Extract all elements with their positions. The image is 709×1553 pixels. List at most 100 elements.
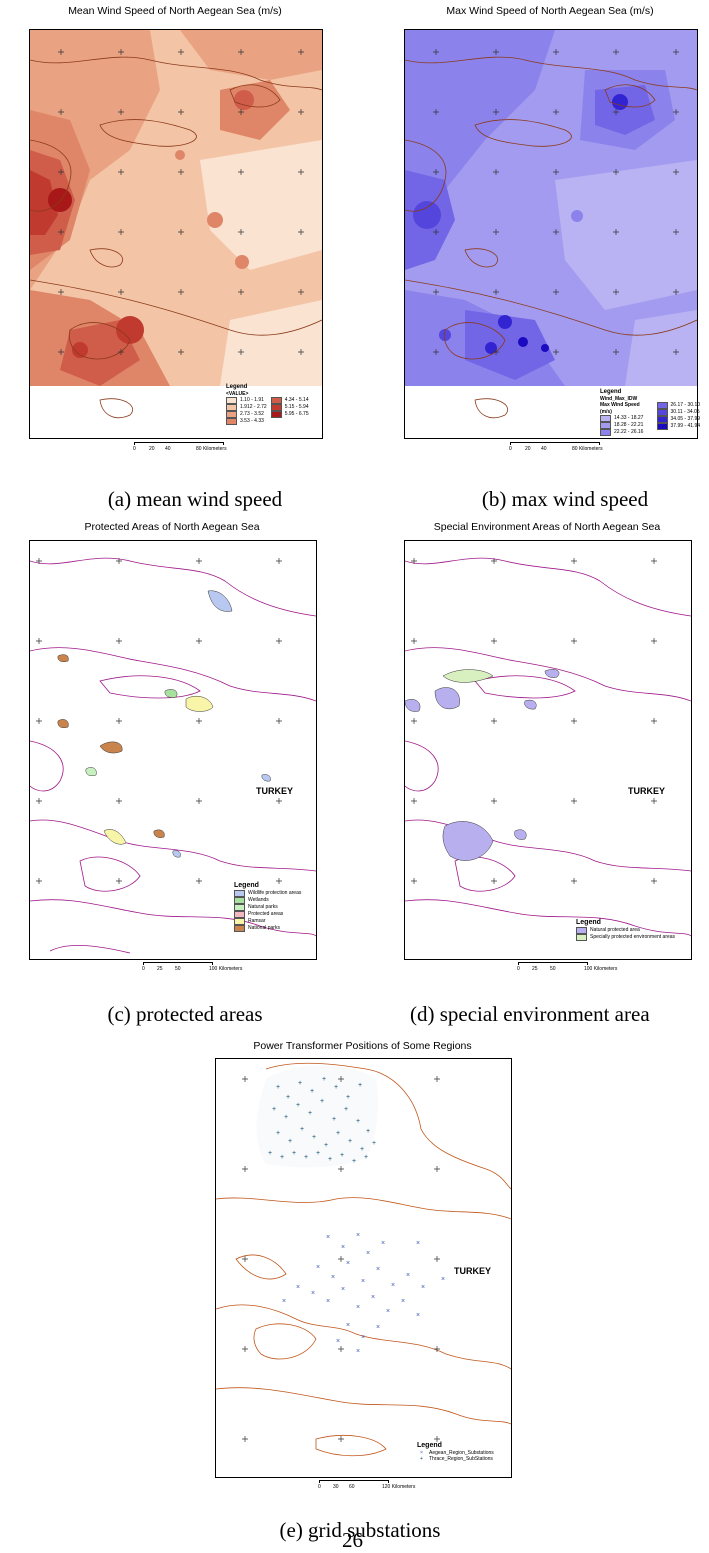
svg-text:×: ×	[391, 1282, 395, 1289]
svg-text:+: +	[320, 1098, 324, 1105]
legend-swatch	[600, 415, 611, 422]
legend-swatch	[234, 889, 245, 897]
map-c-legend: Legend Wildlife protection areas Wetland…	[234, 882, 319, 932]
legend-item: + Thrace_Region_SubStations	[417, 1456, 512, 1463]
legend-title: Legend	[417, 1442, 442, 1449]
scale-tick: 60	[349, 1484, 355, 1490]
legend-item: 26.17 - 30.10	[656, 401, 700, 409]
aegean-marker-icon: ×	[420, 1449, 423, 1456]
scale-tick: 20	[525, 446, 531, 452]
legend-swatch	[656, 408, 668, 416]
svg-text:+: +	[288, 1138, 292, 1145]
map-c-scale-bar: 0 25 50 100 Kilometers	[142, 962, 242, 972]
legend-item: Wildlife protection areas	[234, 889, 319, 897]
svg-text:+: +	[298, 1080, 302, 1087]
map-c-frame	[29, 540, 317, 960]
map-a-scale-bar: 0 20 40 80 Kilometers	[133, 442, 227, 452]
svg-text:×: ×	[341, 1244, 345, 1251]
svg-text:×: ×	[376, 1324, 380, 1331]
map-d-scale-bar: 0 25 50 100 Kilometers	[517, 962, 617, 972]
svg-text:+: +	[364, 1154, 368, 1161]
svg-text:+: +	[316, 1150, 320, 1157]
map-c-title: Protected Areas of North Aegean Sea	[84, 521, 260, 533]
svg-text:+: +	[286, 1094, 290, 1101]
map-a-caption: (a) mean wind speed	[107, 487, 283, 511]
scale-tick: 80 Kilometers	[572, 446, 603, 452]
legend-swatch	[270, 404, 282, 411]
scale-tick: 0	[509, 446, 512, 452]
scale-tick: 100 Kilometers	[209, 966, 243, 972]
map-e-scale-bar: 0 30 60 120 Kilometers	[318, 1480, 415, 1490]
svg-text:+: +	[348, 1138, 352, 1145]
svg-text:×: ×	[371, 1294, 375, 1301]
legend-swatch	[576, 926, 587, 934]
scale-tick: 30	[333, 1484, 339, 1490]
legend-swatch	[656, 415, 668, 423]
legend-item: 5.95 - 6.75	[270, 411, 309, 418]
svg-text:×: ×	[381, 1240, 385, 1247]
svg-text:×: ×	[282, 1298, 286, 1305]
legend-swatch	[226, 411, 237, 418]
legend-swatch	[576, 933, 587, 941]
svg-text:+: +	[272, 1106, 276, 1113]
legend-item: 30.11 - 34.05	[656, 408, 700, 416]
legend-swatch	[656, 422, 668, 430]
svg-text:+: +	[358, 1082, 362, 1089]
svg-text:×: ×	[346, 1322, 350, 1329]
legend-title: Legend	[576, 919, 601, 926]
legend-item: Wetlands	[234, 896, 319, 904]
svg-text:×: ×	[316, 1264, 320, 1271]
map-a-title: Mean Wind Speed of North Aegean Sea (m/s…	[68, 5, 282, 17]
svg-text:+: +	[328, 1156, 332, 1163]
svg-text:+: +	[310, 1088, 314, 1095]
legend-swatch	[226, 397, 237, 404]
svg-text:×: ×	[326, 1234, 330, 1241]
svg-text:×: ×	[296, 1284, 300, 1291]
svg-text:+: +	[346, 1094, 350, 1101]
map-e-frame: + + + + + + + + + + + + + + + + + + + + + + + + + + + + + + + + + +…	[215, 1058, 512, 1478]
svg-text:+: +	[360, 1146, 364, 1153]
legend-swatch	[234, 903, 245, 911]
svg-text:×: ×	[421, 1284, 425, 1291]
svg-text:+: +	[268, 1150, 272, 1157]
svg-text:×: ×	[416, 1240, 420, 1247]
svg-text:×: ×	[346, 1260, 350, 1267]
legend-swatch	[600, 422, 611, 429]
scale-tick: 120 Kilometers	[382, 1484, 416, 1490]
svg-text:+: +	[284, 1114, 288, 1121]
svg-text:×: ×	[406, 1272, 410, 1279]
svg-text:+: +	[336, 1130, 340, 1137]
legend-item: National parks	[234, 924, 319, 932]
legend-title: Legend	[226, 384, 248, 390]
svg-text:+: +	[296, 1102, 300, 1109]
legend-swatch	[234, 924, 245, 932]
svg-text:×: ×	[356, 1232, 360, 1239]
legend-item: Protected areas	[234, 910, 319, 918]
scale-tick: 50	[550, 966, 556, 972]
svg-text:×: ×	[366, 1250, 370, 1257]
map-b-scale-bar: 0 20 40 80 Kilometers	[509, 442, 603, 452]
legend-item: 5.15 - 5.94	[270, 404, 309, 411]
legend-title: Legend	[600, 389, 622, 395]
map-b-frame	[404, 29, 698, 439]
legend-swatch	[270, 411, 282, 418]
svg-text:+: +	[332, 1116, 336, 1123]
svg-text:+: +	[300, 1126, 304, 1133]
legend-item: 1.10 - 1.91	[226, 397, 267, 404]
page-number: 26	[342, 1528, 363, 1552]
legend-item: 22.22 - 26.16	[600, 429, 653, 436]
svg-text:×: ×	[356, 1304, 360, 1311]
legend-item: × Aegean_Region_Substations	[417, 1450, 512, 1457]
svg-text:×: ×	[341, 1286, 345, 1293]
legend-item: 18.28 - 22.21	[600, 422, 653, 429]
map-d-frame	[404, 540, 692, 960]
svg-text:×: ×	[356, 1348, 360, 1355]
svg-text:×: ×	[326, 1298, 330, 1305]
legend-item: Specially protected environment areas	[576, 933, 691, 941]
legend-swatch	[226, 404, 237, 411]
svg-text:+: +	[308, 1110, 312, 1117]
legend-item: 1.912 - 2.72	[226, 404, 267, 411]
scale-tick: 0	[517, 966, 520, 972]
svg-text:+: +	[280, 1154, 284, 1161]
svg-text:+: +	[334, 1084, 338, 1091]
